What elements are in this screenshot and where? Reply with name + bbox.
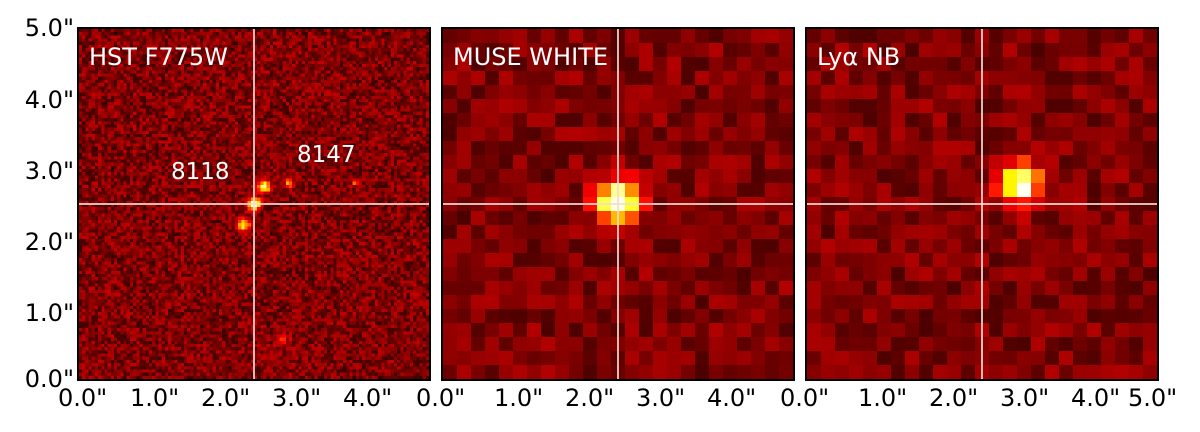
- x-tick-label: 3.0": [272, 384, 322, 412]
- x-tick-label: 0.0": [780, 384, 830, 412]
- x-tick-label: 5.0": [1128, 384, 1178, 412]
- x-tick-label: 1.0": [494, 384, 544, 412]
- y-tick-label: 2.0": [24, 228, 74, 256]
- object-label-8147: 8147: [297, 142, 356, 168]
- x-tick-label: 1.0": [130, 384, 180, 412]
- panel-label-muse: MUSE WHITE: [453, 43, 608, 71]
- x-tick-label: 2.0": [565, 384, 615, 412]
- x-tick-label: 4.0": [1071, 384, 1121, 412]
- x-tick-label: 4.0": [343, 384, 393, 412]
- panel-hst: HST F775W 8118 8147: [77, 27, 431, 381]
- panel-label-hst: HST F775W: [89, 43, 228, 71]
- x-tick-label: 0.0": [58, 384, 108, 412]
- crosshair-horizontal: [443, 203, 793, 205]
- panel-lya: Lyα NB: [805, 27, 1159, 381]
- x-tick-label: 2.0": [929, 384, 979, 412]
- x-tick-label: 2.0": [201, 384, 251, 412]
- x-tick-label: 1.0": [858, 384, 908, 412]
- object-label-8118: 8118: [171, 159, 230, 185]
- y-tick-label: 0.0": [24, 365, 74, 393]
- crosshair-horizontal: [807, 203, 1157, 205]
- y-tick-label: 3.0": [24, 157, 74, 185]
- y-tick-label: 1.0": [24, 299, 74, 327]
- x-tick-label: 4.0": [707, 384, 757, 412]
- x-tick-label: 3.0": [1000, 384, 1050, 412]
- panel-muse: MUSE WHITE: [441, 27, 795, 381]
- x-tick-label: 3.0": [636, 384, 686, 412]
- crosshair-horizontal: [79, 203, 429, 205]
- x-tick-label: 0.0": [416, 384, 466, 412]
- y-tick-label: 5.0": [24, 14, 74, 42]
- panel-label-lya: Lyα NB: [817, 43, 901, 71]
- y-tick-label: 4.0": [24, 86, 74, 114]
